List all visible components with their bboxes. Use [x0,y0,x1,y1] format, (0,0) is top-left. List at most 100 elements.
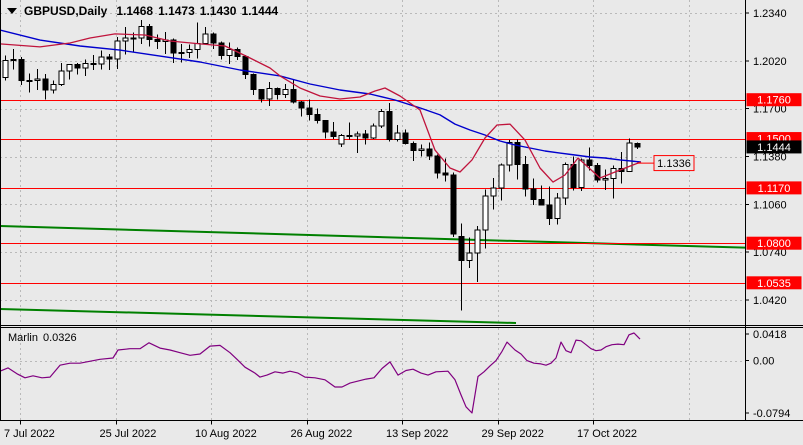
date-axis-label: 26 Aug 2022 [291,428,353,440]
ohlc-high: 1.1473 [158,4,195,18]
candle [154,34,161,50]
price-axis-label: 1.2340 [753,8,787,20]
candle [82,59,89,77]
candle [586,147,593,171]
candle [418,144,425,157]
indicator-axis-label: -0.0794 [753,408,790,420]
date-axis-label: 29 Sep 2022 [482,428,544,440]
candle [466,237,473,269]
candle [546,186,553,225]
price-callout-label: 1.1336 [657,158,691,170]
level-price-box-1.0535: 1.0535 [746,276,802,290]
level-price-box-1.0800: 1.0800 [746,236,802,250]
candle [498,163,505,201]
symbol-timeframe-label: GBPUSD,Daily [24,4,108,18]
ohlc-close: 1.1444 [241,4,278,18]
candle [282,84,289,98]
candle [170,38,177,64]
price-callout[interactable]: 1.1336 [637,155,695,172]
indicator-label: Marlin 0.0326 [8,332,77,344]
indicator-name: Marlin [8,332,38,344]
candle [138,20,145,44]
date-axis-label: 25 Jul 2022 [100,428,157,440]
price-axis-label: 1.1700 [753,104,787,116]
level-price-label: 1.0800 [757,238,791,250]
candle [2,55,9,81]
chart-title-row: GBPUSD,Daily 1.1468 1.1473 1.1430 1.1444 [7,4,278,18]
trendline-2[interactable] [0,307,517,325]
candle [202,26,209,45]
ohlc-low: 1.1430 [200,4,237,18]
candle [578,158,585,191]
candle [522,156,529,197]
candle [538,185,545,206]
price-axis-label: 1.0740 [753,247,787,259]
candlesticks [2,20,641,311]
symbol-dropdown-icon[interactable] [7,8,17,14]
candle [394,125,401,142]
candle [290,78,297,104]
candle [306,99,313,121]
candle [450,172,457,238]
date-axis-label: 7 Jul 2022 [4,428,55,440]
ma-slow-blue-line [0,29,642,163]
candle [338,134,345,147]
candle [58,63,65,87]
candle [274,87,281,100]
date-axis-label: 10 Aug 2022 [195,428,257,440]
candle [130,32,137,52]
candle [50,80,57,94]
candle [410,141,417,161]
chart-title: GBPUSD,Daily 1.1468 1.1473 1.1430 1.1444 [24,4,278,18]
candle [106,54,113,70]
candle [434,154,441,179]
candle [634,142,641,150]
candle [218,41,225,60]
marlin-indicator-line [0,332,641,414]
candle [226,42,233,64]
bid-price-box: 1.1444 [746,140,802,154]
candle [186,44,193,58]
bid-price-label: 1.1444 [757,142,791,154]
level-price-label: 1.1170 [758,183,791,195]
candle [602,169,609,191]
candle [362,129,369,145]
candle [402,129,409,145]
candle [18,57,25,85]
candle [90,54,97,70]
panel-frame [0,0,803,421]
candle [210,32,217,49]
candle [594,163,601,183]
price-callout-box[interactable] [653,155,695,172]
date-axis-label: 13 Sep 2022 [386,428,448,440]
candle [74,63,81,75]
level-price-box-1.1170: 1.1170 [746,181,802,195]
candle [506,140,513,172]
candle [26,73,33,93]
candle [370,123,377,140]
indicator-axis-label: 0.0418 [753,329,787,341]
date-axis-label: 17 Oct 2022 [577,428,637,440]
candle [474,225,481,283]
candle [66,63,73,80]
candle [250,73,257,95]
price-axis-label: 1.1380 [753,152,787,164]
candle [458,223,465,311]
candle [314,108,321,124]
gridlines [0,0,745,421]
candle [42,73,49,100]
candle [258,89,265,103]
candle [482,189,489,249]
ma-fast-red-line [0,33,642,183]
candle [562,162,569,206]
candle [354,131,361,153]
candle [386,102,393,142]
candle [322,119,329,139]
indicator-value: 0.0326 [43,332,77,344]
candle [10,48,17,70]
candle [330,122,337,139]
candle [98,50,105,70]
